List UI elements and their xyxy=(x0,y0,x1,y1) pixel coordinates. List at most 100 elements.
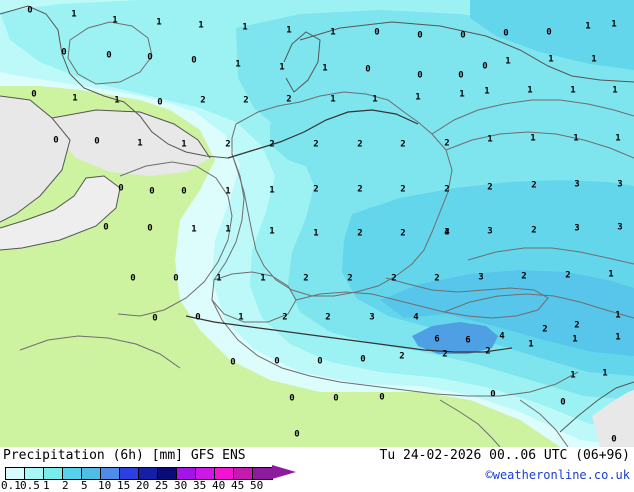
grid-value: 1 xyxy=(459,89,465,100)
grid-value: 0 xyxy=(374,27,380,38)
precipitation-map[interactable]: 0 1 1 1 1 1 1 1 0 0 0 0 0 1 1 0 0 0 0 1 1 1 0 0 0 0 1 1 1 0 1 1 0 2 2 2 1 1 1 1… xyxy=(0,0,634,447)
grid-value: 1 xyxy=(612,85,618,96)
grid-value: 0 xyxy=(181,186,187,197)
grid-value: 0 xyxy=(460,30,466,41)
grid-value: 1 xyxy=(156,17,162,28)
grid-value: 0 xyxy=(103,222,109,233)
grid-value: 2 xyxy=(400,228,406,239)
colorbar-swatch xyxy=(139,468,158,479)
grid-value: 2 xyxy=(347,273,353,284)
grid-value: 1 xyxy=(573,133,579,144)
precip-field-4 xyxy=(380,270,634,356)
precip-field-group xyxy=(0,0,634,447)
colorbar-swatch xyxy=(101,468,120,479)
accent-north-coast xyxy=(227,109,419,159)
grid-value: 0 xyxy=(157,97,163,108)
grid-value: 1 xyxy=(505,56,511,67)
grid-value: 1 xyxy=(269,185,275,196)
grid-value: 1 xyxy=(235,59,241,70)
grid-value: 0 xyxy=(274,356,280,367)
accent-alps xyxy=(185,315,513,353)
grid-value: 2 xyxy=(434,273,440,284)
colorbar-swatch xyxy=(63,468,82,479)
border-fr xyxy=(117,161,233,317)
grid-value: 0 xyxy=(191,55,197,66)
sea-group xyxy=(0,96,634,447)
grid-value: 1 xyxy=(72,93,78,104)
precip-field-2-north xyxy=(270,110,468,176)
colorbar-swatch xyxy=(120,468,139,479)
grid-value: 1 xyxy=(487,134,493,145)
grid-value: 1 xyxy=(112,15,118,26)
grid-value: 1 xyxy=(615,332,621,343)
colorbar-tick: 25 xyxy=(155,479,169,492)
grid-value: 2 xyxy=(531,180,537,191)
grid-value: 0 xyxy=(333,393,339,404)
grid-value: 1 xyxy=(216,273,222,284)
grid-value: 2 xyxy=(531,225,537,236)
grid-value: 1 xyxy=(585,21,591,32)
grid-value: 1 xyxy=(225,224,231,235)
colorbar-swatch xyxy=(82,468,101,479)
coastline-inlet xyxy=(0,175,121,251)
grid-value: 2 xyxy=(444,138,450,149)
grid-value: 0 xyxy=(482,61,488,72)
coastline-denmark xyxy=(283,31,321,93)
grid-value: 1 xyxy=(181,139,187,150)
grid-value: 1 xyxy=(279,62,285,73)
grid-value: 0 xyxy=(360,354,366,365)
valid-time-stamp: Tu 24-02-2026 00..06 UTC (06+96) xyxy=(379,448,630,463)
grid-value: 2 xyxy=(485,346,491,357)
grid-value: 0 xyxy=(230,357,236,368)
grid-value: 1 xyxy=(530,133,536,144)
grid-value: 2 xyxy=(400,184,406,195)
grid-value: 2 xyxy=(400,139,406,150)
colorbar-swatch xyxy=(234,468,253,479)
colorbar[interactable] xyxy=(5,467,273,480)
grid-value: 4 xyxy=(413,312,419,323)
grid-value: 0 xyxy=(152,313,158,324)
colorbar-tick: 20 xyxy=(136,479,150,492)
grid-value: 0 xyxy=(53,135,59,146)
sea-atlantic-nw xyxy=(0,96,70,222)
grid-value: 0 xyxy=(106,50,112,61)
grid-value: 1 xyxy=(484,86,490,97)
grid-value: 1 xyxy=(330,27,336,38)
map-canvas xyxy=(0,0,634,447)
grid-value: 0 xyxy=(195,312,201,323)
coastline-baltic-n xyxy=(299,21,634,83)
grid-value: 2 xyxy=(200,95,206,106)
grid-value: 0 xyxy=(173,273,179,284)
colorbar-tick: 50 xyxy=(250,479,264,492)
grid-value: 0 xyxy=(294,429,300,440)
grid-value: 1 xyxy=(548,54,554,65)
precip-field-6 xyxy=(412,322,498,354)
coastline-north-sea xyxy=(0,5,229,159)
grid-value: 2 xyxy=(444,184,450,195)
grid-value: 0 xyxy=(546,27,552,38)
grid-value: 1 xyxy=(415,92,421,103)
grid-value: 1 xyxy=(570,370,576,381)
grid-value: 6 xyxy=(434,334,440,345)
colorbar-tick: 2 xyxy=(62,479,69,492)
grid-value: 2 xyxy=(574,320,580,331)
colorbar-tick: 0.1 xyxy=(1,479,21,492)
grid-value: 1 xyxy=(286,25,292,36)
grid-value: 2 xyxy=(357,228,363,239)
colorbar-tick: 45 xyxy=(231,479,245,492)
grid-value: 0 xyxy=(149,186,155,197)
grid-value: 1 xyxy=(191,224,197,235)
grid-value: 0 xyxy=(94,136,100,147)
grid-value: 0 xyxy=(458,70,464,81)
sea-channel xyxy=(52,110,210,176)
colorbar-tick: 15 xyxy=(117,479,131,492)
precip-field-3-ne xyxy=(470,0,634,70)
grid-value: 1 xyxy=(615,133,621,144)
sea-adriatic xyxy=(592,390,634,447)
grid-value: 1 xyxy=(114,95,120,106)
grid-value: 4 xyxy=(444,227,450,238)
grid-value: 0 xyxy=(490,389,496,400)
grid-value: 1 xyxy=(602,368,608,379)
grid-value: 0 xyxy=(147,223,153,234)
